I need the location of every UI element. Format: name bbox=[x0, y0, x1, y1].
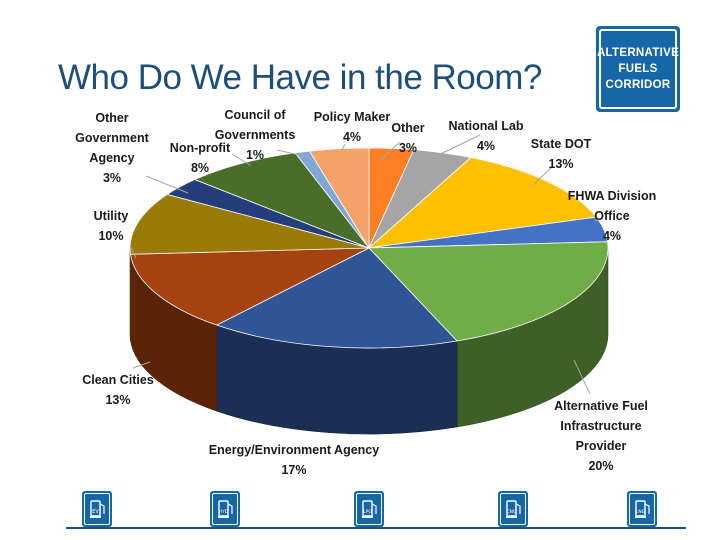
pie-slice bbox=[308, 147, 370, 250]
pie-slice bbox=[368, 241, 609, 342]
lng-fuel-icon: LNG bbox=[635, 500, 650, 518]
leader-line bbox=[231, 153, 251, 166]
slice-label: Energy/Environment Agency 17% bbox=[209, 443, 379, 477]
leader-line bbox=[379, 141, 401, 161]
leader-line bbox=[132, 361, 151, 369]
leader-line bbox=[276, 149, 313, 159]
leader-line bbox=[341, 143, 346, 151]
fuel-icon-text: EV bbox=[92, 509, 99, 515]
sign-line: ALTERNATIVE bbox=[596, 47, 680, 59]
cng-fuel-sign: CNG bbox=[498, 491, 528, 527]
fuel-icon-text: HYD bbox=[219, 509, 229, 515]
alternative-fuels-corridor-sign: ALTERNATIVE FUELS CORRIDOR bbox=[596, 26, 680, 112]
slice-label: Alternative Fuel Infrastructure Provider 20… bbox=[554, 399, 648, 473]
sign-line: FUELS bbox=[618, 63, 658, 75]
slice-label: Clean Cities 13% bbox=[82, 373, 154, 407]
pie-slice bbox=[129, 193, 370, 255]
pie-slice bbox=[215, 247, 458, 349]
hyd-fuel-sign: HYD bbox=[210, 491, 240, 527]
ev-fuel-sign: EV bbox=[82, 491, 112, 527]
cng-fuel-icon: CNG bbox=[506, 500, 521, 518]
leader-line bbox=[145, 175, 189, 194]
leader-line bbox=[129, 245, 137, 259]
slice-label: Other 3% bbox=[391, 121, 424, 155]
leader-line bbox=[573, 359, 591, 395]
page-title: Who Do We Have in the Room? bbox=[58, 58, 542, 97]
slice-label: FHWA Division Office 4% bbox=[568, 189, 656, 243]
pie-slice bbox=[130, 247, 370, 326]
pie-slice bbox=[367, 157, 598, 249]
lpg-fuel-icon: LPG bbox=[362, 500, 377, 518]
fuel-icon-text: LPG bbox=[363, 509, 372, 515]
slice-label: Utility 10% bbox=[94, 209, 129, 243]
slice-label: Council of Governments 1% bbox=[215, 108, 296, 162]
ev-fuel-icon: EV bbox=[90, 500, 105, 518]
fuel-icon-text: CNG bbox=[507, 509, 517, 515]
sign-line: CORRIDOR bbox=[605, 79, 671, 91]
leader-line bbox=[532, 166, 553, 186]
leader-line bbox=[429, 134, 481, 160]
footer-rule bbox=[66, 527, 686, 529]
hyd-fuel-icon: HYD bbox=[218, 500, 233, 518]
slice-label: Policy Maker 4% bbox=[314, 110, 391, 144]
slice-label: Non-profit 8% bbox=[170, 141, 231, 175]
fuel-icon-text: LNG bbox=[636, 509, 646, 515]
slice-label: National Lab 4% bbox=[448, 119, 523, 153]
slice-label: State DOT 13% bbox=[531, 137, 592, 171]
slice-label: Other Government Agency 3% bbox=[75, 111, 149, 185]
lng-fuel-sign: LNG bbox=[627, 491, 657, 527]
lpg-fuel-sign: LPG bbox=[354, 491, 384, 527]
